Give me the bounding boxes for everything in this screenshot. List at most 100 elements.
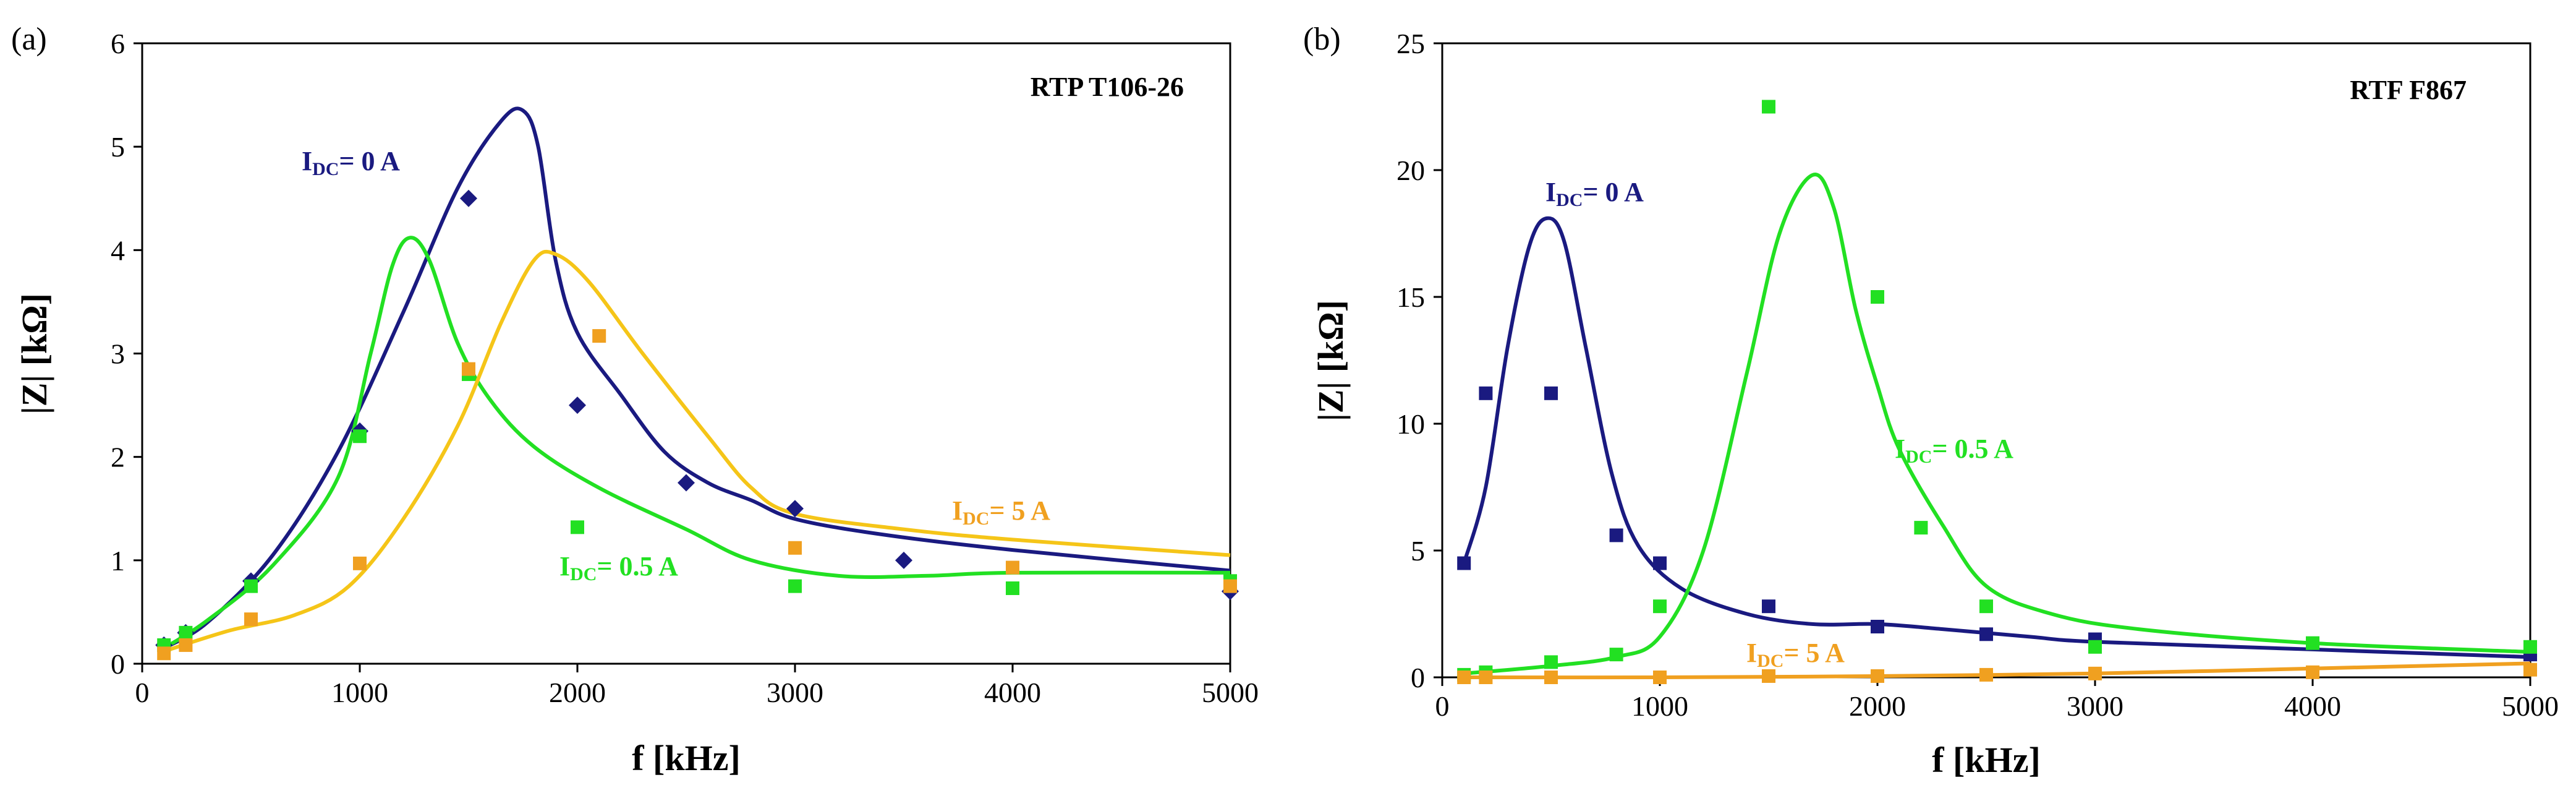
x-tick-label: 1000	[1631, 690, 1688, 722]
x-tick-label: 3000	[2067, 690, 2123, 722]
data-point-series-2	[1979, 667, 1993, 682]
x-tick-label: 0	[135, 677, 150, 708]
data-point-series-2	[244, 612, 258, 627]
y-tick-label: 10	[1396, 408, 1425, 440]
data-point-series-0	[569, 396, 586, 414]
data-point-series-2	[1223, 579, 1237, 593]
y-tick-label: 0	[1411, 662, 1425, 693]
data-point-series-0	[678, 474, 695, 492]
data-point-series-0	[1457, 556, 1471, 570]
y-tick-label: 2	[111, 442, 125, 473]
data-points-b	[1457, 100, 2537, 684]
y-tick-label: 1	[111, 545, 125, 577]
fit-line-series-2	[163, 249, 1231, 653]
chart-panel-a: (a) RTP T106-26 f [kHz] |Z| [kΩ] 0 1000 20…	[11, 22, 1259, 778]
data-point-series-1	[1762, 100, 1775, 114]
y-tick-label: 15	[1396, 281, 1425, 313]
chart-title-b: RTF F867	[2350, 75, 2467, 105]
y-tick-label: 20	[1396, 155, 1425, 186]
plot-area-b	[1441, 42, 2531, 679]
y-tick-label: 3	[111, 338, 125, 370]
x-tick-label: 4000	[2284, 690, 2341, 722]
data-point-series-2	[2523, 662, 2537, 677]
data-point-series-2	[462, 362, 475, 376]
panel-label-a: (a)	[11, 22, 47, 57]
chart-title-a: RTP T106-26	[1031, 72, 1184, 102]
data-point-series-1	[1653, 599, 1667, 614]
data-point-series-2	[2088, 666, 2102, 680]
data-point-series-1	[1979, 599, 1993, 614]
y-axis-title-a: |Z| [kΩ]	[14, 293, 54, 414]
series-label-a-1: IDC= 0.5 A	[559, 551, 678, 585]
data-point-series-0	[786, 500, 804, 518]
data-point-series-2	[157, 646, 171, 661]
fit-line-series-1	[1463, 173, 2531, 675]
data-point-series-1	[571, 520, 584, 534]
x-tick-label: 0	[1435, 690, 1450, 722]
data-point-series-1	[353, 429, 367, 444]
axis-ticks-b: 0 1000 2000 3000 4000 5000 0 5 10 15 20 25	[1396, 28, 2559, 722]
data-point-series-2	[592, 329, 606, 343]
data-point-series-0	[1979, 627, 1993, 641]
fit-line-series-2	[1464, 661, 2531, 680]
data-point-series-0	[1871, 620, 1884, 633]
data-point-series-2	[1479, 671, 1493, 684]
data-point-series-2	[353, 556, 367, 570]
plot-area-a	[141, 42, 1231, 665]
x-tick-label: 2000	[549, 677, 606, 708]
panel-label-b: (b)	[1303, 22, 1341, 57]
data-point-series-2	[1653, 671, 1667, 684]
axis-ticks-a: 0 1000 2000 3000 4000 5000 0 1 2 3 4 5 6	[111, 28, 1259, 708]
data-point-series-2	[179, 638, 193, 652]
data-point-series-2	[1457, 671, 1471, 684]
x-tick-label: 2000	[1849, 690, 1906, 722]
data-point-series-0	[1609, 528, 1623, 542]
data-point-series-2	[1006, 560, 1019, 575]
data-point-series-0	[895, 551, 912, 569]
data-point-series-0	[1762, 599, 1775, 614]
data-point-series-1	[2306, 636, 2319, 650]
fit-line-series-0	[163, 106, 1231, 650]
data-points-a	[155, 189, 1239, 661]
data-point-series-1	[1609, 648, 1623, 662]
series-label-a-2: IDC= 5 A	[952, 495, 1050, 529]
data-point-series-1	[1006, 581, 1019, 595]
data-point-series-2	[1544, 671, 1558, 684]
data-point-series-0	[1653, 556, 1667, 570]
y-tick-label: 6	[111, 28, 125, 59]
data-point-series-0	[460, 189, 477, 207]
x-tick-label: 5000	[1202, 677, 1259, 708]
x-tick-label: 3000	[767, 677, 823, 708]
fit-line-series-1	[163, 236, 1231, 650]
data-point-series-1	[244, 579, 258, 593]
data-point-series-2	[788, 541, 802, 555]
y-axis-title-b: |Z| [kΩ]	[1311, 300, 1351, 421]
x-tick-label: 5000	[2502, 690, 2559, 722]
data-point-series-1	[2523, 640, 2537, 654]
data-point-series-2	[1871, 669, 1884, 683]
data-point-series-1	[1871, 290, 1884, 304]
x-axis-title-a: f [kHz]	[632, 738, 741, 778]
x-tick-label: 1000	[331, 677, 388, 708]
data-point-series-1	[2088, 640, 2102, 654]
fit-lines-a	[163, 106, 1231, 653]
fit-lines-b	[1462, 173, 2531, 680]
x-tick-label: 4000	[984, 677, 1041, 708]
data-point-series-2	[1762, 669, 1775, 683]
series-label-b-0: IDC= 0 A	[1545, 177, 1644, 210]
chart-panel-b: (b) RTF F867 f [kHz] |Z| [kΩ] 0 1000 2000 3…	[1303, 22, 2559, 780]
data-point-series-1	[1914, 521, 1928, 535]
y-tick-label: 25	[1396, 28, 1425, 59]
data-point-series-0	[1479, 386, 1493, 400]
series-label-a-0: IDC= 0 A	[302, 146, 400, 179]
y-tick-label: 5	[111, 131, 125, 163]
data-point-series-2	[2306, 665, 2319, 679]
y-tick-label: 0	[111, 648, 125, 680]
data-point-series-1	[788, 579, 802, 593]
y-tick-label: 4	[111, 234, 125, 266]
series-label-b-1: IDC= 0.5 A	[1895, 434, 2013, 467]
y-tick-label: 5	[1411, 535, 1425, 567]
data-point-series-0	[1544, 386, 1558, 400]
data-point-series-1	[179, 625, 193, 640]
